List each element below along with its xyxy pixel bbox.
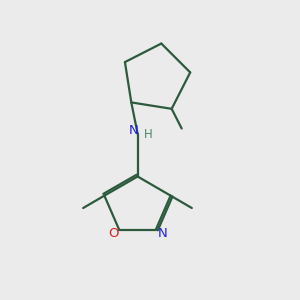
Text: O: O: [108, 226, 119, 239]
Text: N: N: [128, 124, 138, 137]
Text: N: N: [158, 226, 167, 239]
Text: H: H: [144, 128, 152, 141]
